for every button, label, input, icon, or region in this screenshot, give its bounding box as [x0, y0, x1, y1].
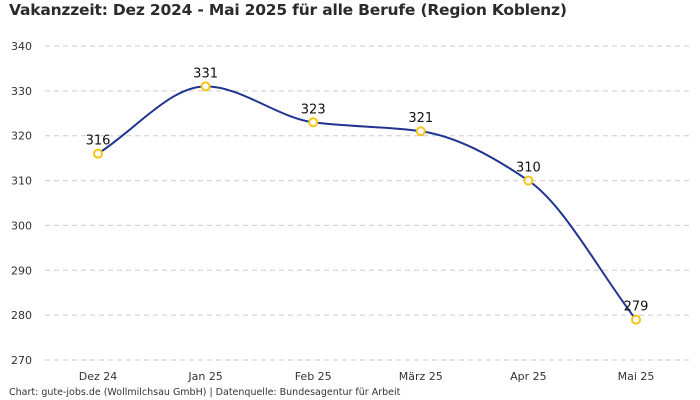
chart-title: Vakanzzeit: Dez 2024 - Mai 2025 für alle…	[9, 1, 567, 19]
data-point-marker	[308, 117, 319, 128]
chart-footer-source: Chart: gute-jobs.de (Wollmilchsau GmbH) …	[9, 387, 401, 398]
y-tick-label: 330	[11, 85, 32, 98]
series-line	[97, 85, 637, 321]
data-label: 279	[624, 300, 649, 315]
y-tick-label: 310	[11, 175, 32, 188]
data-label: 331	[193, 66, 218, 81]
x-tick-label: Feb 25	[295, 370, 332, 383]
y-tick-label: 340	[11, 40, 32, 53]
data-label: 316	[86, 134, 111, 149]
data-labels: 316 331 323 321 310 279	[86, 66, 649, 314]
y-tick-label: 320	[11, 130, 32, 143]
x-tick-label: März 25	[399, 370, 443, 383]
x-tick-label: Apr 25	[510, 370, 547, 383]
data-label: 323	[301, 102, 326, 117]
markers	[93, 81, 641, 325]
y-tick-label: 270	[11, 354, 32, 367]
y-tick-label: 290	[11, 264, 32, 277]
data-label: 321	[408, 111, 433, 126]
data-point-marker	[415, 126, 426, 137]
data-point-marker	[631, 314, 641, 325]
data-point-marker	[93, 148, 103, 159]
x-axis: Dez 24 Jan 25 Feb 25 März 25 Apr 25 Mai 25	[79, 370, 655, 383]
data-point-marker	[200, 81, 211, 92]
x-tick-label: Mai 25	[618, 370, 655, 383]
data-label: 310	[516, 161, 541, 176]
y-tick-label: 300	[11, 219, 32, 232]
gridlines	[45, 45, 692, 361]
x-tick-label: Dez 24	[79, 370, 118, 383]
data-point-marker	[523, 175, 534, 186]
y-axis: 340 330 320 310 300 290 280 270	[11, 40, 32, 367]
x-tick-label: Jan 25	[187, 370, 222, 383]
y-tick-label: 280	[11, 309, 32, 322]
